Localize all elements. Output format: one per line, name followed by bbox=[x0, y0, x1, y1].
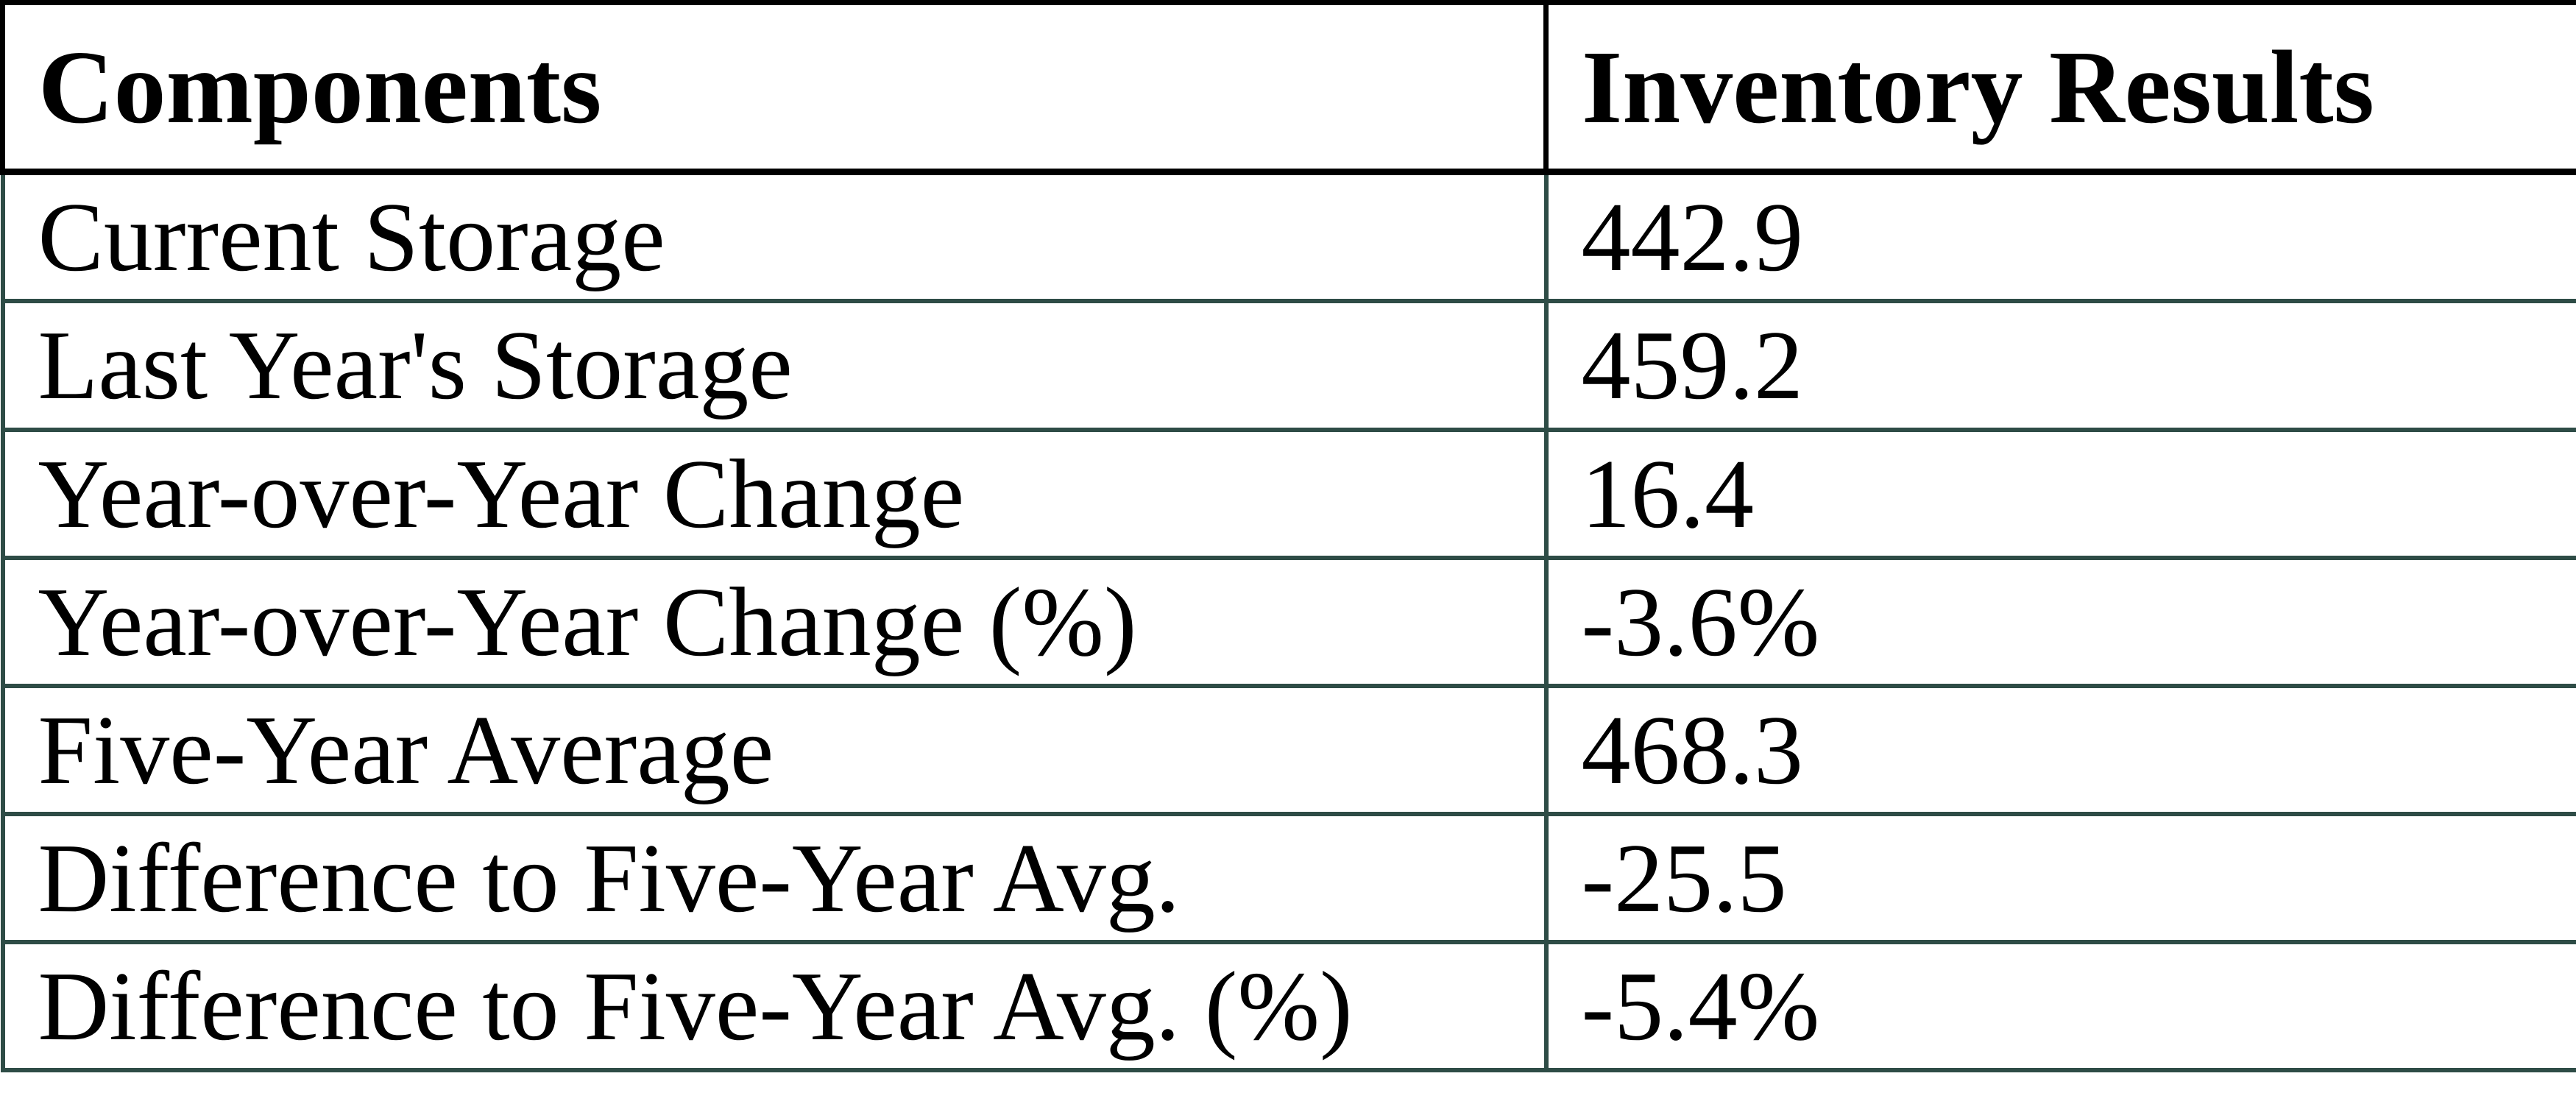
inventory-table: Components Inventory Results Current Sto… bbox=[0, 0, 2576, 1073]
row-value: 468.3 bbox=[1543, 683, 2576, 816]
row-label: Year-over-Year Change (%) bbox=[0, 555, 1549, 688]
table-row-yoy-change-pct: Year-over-Year Change (%) -3.6% bbox=[0, 555, 2576, 688]
row-label: Five-Year Average bbox=[0, 683, 1549, 816]
table-row-current-storage: Current Storage 442.9 bbox=[0, 169, 2576, 304]
header-row: Components Inventory Results bbox=[0, 0, 2576, 175]
row-value: 459.2 bbox=[1543, 299, 2576, 432]
column-header-components: Components bbox=[0, 0, 1549, 175]
row-label: Last Year's Storage bbox=[0, 299, 1549, 432]
row-value: 442.9 bbox=[1543, 169, 2576, 304]
table-row-diff-five-year-avg: Difference to Five-Year Avg. -25.5 bbox=[0, 811, 2576, 944]
row-label: Difference to Five-Year Avg. (%) bbox=[0, 939, 1549, 1073]
table-row-diff-five-year-avg-pct: Difference to Five-Year Avg. (%) -5.4% bbox=[0, 939, 2576, 1073]
row-value: 16.4 bbox=[1543, 427, 2576, 560]
row-label: Year-over-Year Change bbox=[0, 427, 1549, 560]
table-row-yoy-change: Year-over-Year Change 16.4 bbox=[0, 427, 2576, 560]
table-row-last-years-storage: Last Year's Storage 459.2 bbox=[0, 299, 2576, 432]
row-value: -5.4% bbox=[1543, 939, 2576, 1073]
row-value: -25.5 bbox=[1543, 811, 2576, 944]
column-header-inventory-results: Inventory Results bbox=[1543, 0, 2576, 175]
row-value: -3.6% bbox=[1543, 555, 2576, 688]
row-label: Current Storage bbox=[0, 169, 1549, 304]
table-row-five-year-average: Five-Year Average 468.3 bbox=[0, 683, 2576, 816]
row-label: Difference to Five-Year Avg. bbox=[0, 811, 1549, 944]
